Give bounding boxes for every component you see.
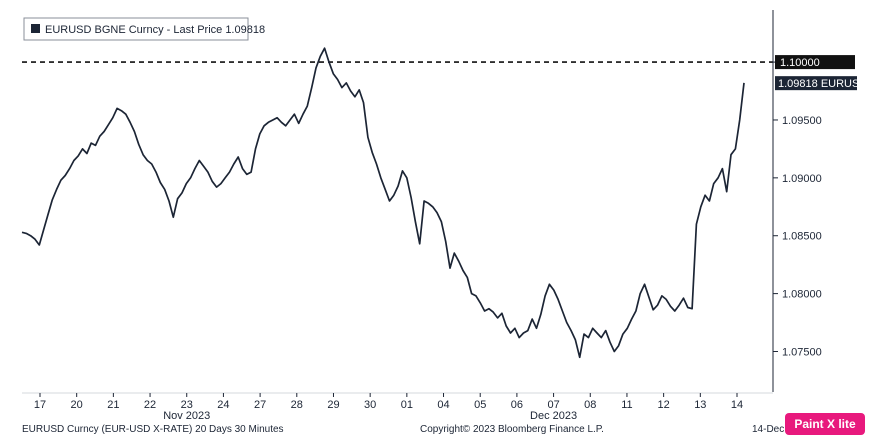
x-tick-label: 23 xyxy=(181,399,193,411)
x-tick-label: 05 xyxy=(474,399,486,411)
x-axis: 17 20 21 22 23 24 27 28 29 30 01 04 05 06 07 08 11 12 13 14… xyxy=(22,392,773,422)
reference-price-tag: 1.10000 xyxy=(775,55,855,70)
x-tick-label: 30 xyxy=(364,399,376,411)
x-tick-label: 11 xyxy=(621,399,632,411)
x-tick-label: 08 xyxy=(584,399,596,411)
x-tick-label: 17 xyxy=(34,399,46,411)
y-tick-label: 1.09000 xyxy=(782,173,822,185)
month-label: Dec 2023 xyxy=(530,410,577,422)
reference-tag-label: 1.10000 xyxy=(780,57,820,69)
watermark-badge: Paint X lite xyxy=(785,413,865,435)
footer: EURUSD Curncy (EUR-USD X-RATE) 20 Days 3… xyxy=(22,424,784,435)
x-tick-label: 14 xyxy=(731,399,743,411)
legend-swatch xyxy=(31,24,40,33)
y-tick-label: 1.08500 xyxy=(782,231,822,243)
footer-left: EURUSD Curncy (EUR-USD X-RATE) 20 Days 3… xyxy=(22,424,284,435)
x-tick-label: 06 xyxy=(511,399,523,411)
last-price-tag-label: 1.09818 EURUSD xyxy=(778,78,867,90)
y-tick-label: 1.07500 xyxy=(782,346,822,358)
y-axis: 1.07500 1.08000 1.08500 1.09000 1.09500 xyxy=(772,10,822,392)
price-tags: 1.10000 1.09818 EURUSD xyxy=(775,55,867,91)
y-tick-label: 1.09500 xyxy=(782,115,822,127)
plot-area xyxy=(21,47,773,359)
x-tick-label: 01 xyxy=(401,399,413,411)
x-tick-label: 13 xyxy=(694,399,706,411)
last-price-tag: 1.09818 EURUSD xyxy=(775,76,867,91)
x-tick-label: 22 xyxy=(144,399,156,411)
eurusd-price-line xyxy=(21,47,745,359)
x-tick-label: 24 xyxy=(217,399,229,411)
last-price-tag-bg xyxy=(775,76,857,91)
reference-tag-bg xyxy=(775,55,855,70)
footer-date: 14-Dec xyxy=(752,424,784,435)
x-tick-label: 27 xyxy=(254,399,266,411)
x-tick-label: 21 xyxy=(107,399,119,411)
x-tick-label: 07 xyxy=(547,399,559,411)
legend: EURUSD BGNE Curncy - Last Price 1.09818 xyxy=(23,17,265,41)
x-tick-label: 12 xyxy=(658,399,670,411)
x-tick-label: 20 xyxy=(71,399,83,411)
x-tick-label: 29 xyxy=(327,399,339,411)
month-label: Nov 2023 xyxy=(163,410,210,422)
y-tick-label: 1.08000 xyxy=(782,289,822,301)
legend-box xyxy=(23,17,249,41)
x-tick-label: 28 xyxy=(291,399,303,411)
x-tick-label: 04 xyxy=(437,399,449,411)
footer-copyright: Copyright© 2023 Bloomberg Finance L.P. xyxy=(420,424,604,435)
legend-label: EURUSD BGNE Curncy - Last Price 1.09818 xyxy=(45,24,265,36)
